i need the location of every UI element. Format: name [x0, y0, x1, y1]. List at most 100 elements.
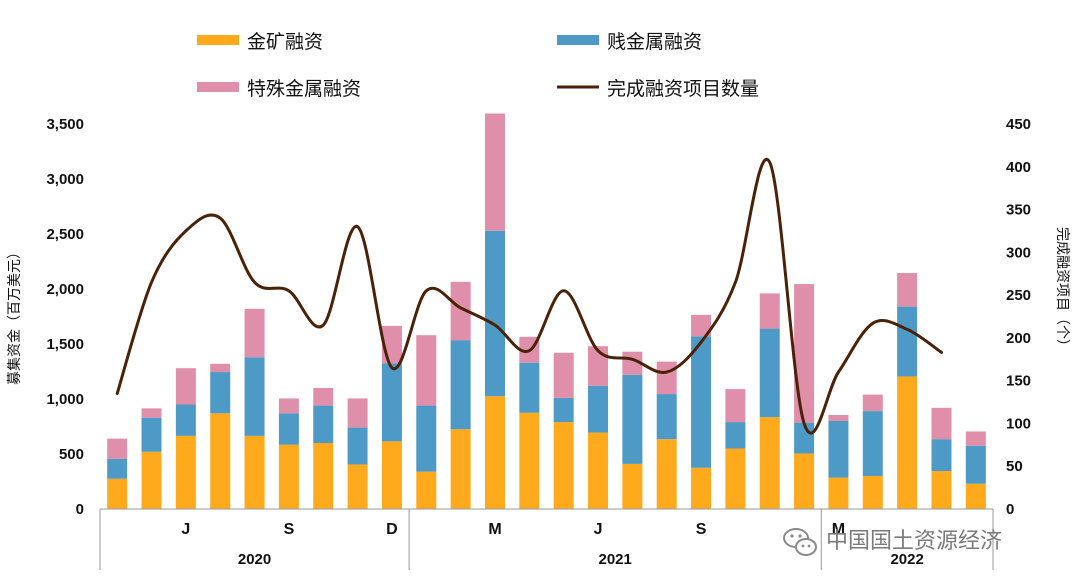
- y-tick-label: 0: [76, 501, 84, 518]
- bar-special-metals: [347, 398, 368, 428]
- bar-special-metals: [725, 389, 746, 423]
- y2-tick-label: 450: [1006, 116, 1031, 133]
- bar-base-metals: [691, 336, 712, 468]
- y-axis-title: 募集资金（百万美元）: [6, 245, 23, 385]
- y2-axis-ticks: 0 50 100 150 200 250 300 350 400 450: [1006, 116, 1031, 518]
- bar-special-metals: [484, 113, 505, 231]
- y-tick-label: 2,500: [46, 226, 84, 243]
- bar-gold: [588, 432, 609, 509]
- bar-base-metals: [794, 422, 815, 454]
- bar-base-metals: [416, 405, 437, 472]
- x-year-label: 2021: [599, 551, 632, 568]
- bar-base-metals: [519, 362, 540, 413]
- bar-special-metals: [553, 352, 574, 398]
- y2-tick-label: 100: [1006, 415, 1031, 432]
- x-axis: J S D M J S M 2020 2021 2022: [99, 508, 994, 570]
- bar-base-metals: [107, 458, 128, 479]
- bar-gold: [107, 478, 128, 509]
- y2-tick-label: 400: [1006, 159, 1031, 176]
- bar-base-metals: [484, 230, 505, 397]
- y-tick-label: 3,500: [46, 116, 84, 133]
- bar-gold: [828, 477, 849, 509]
- bar-base-metals: [141, 417, 162, 452]
- y2-tick-label: 0: [1006, 501, 1014, 518]
- bar-gold: [931, 471, 952, 509]
- bar-base-metals: [244, 357, 265, 436]
- x-month-label: J: [181, 521, 190, 538]
- x-month-label: M: [488, 521, 501, 538]
- bar-special-metals: [862, 394, 883, 412]
- bar-gold: [519, 412, 540, 509]
- x-year-label: 2020: [238, 551, 271, 568]
- bar-base-metals: [931, 439, 952, 472]
- bar-gold: [897, 376, 918, 509]
- bar-special-metals: [416, 335, 437, 406]
- y2-tick-label: 150: [1006, 373, 1031, 390]
- x-month-label: M: [832, 521, 845, 538]
- bar-gold: [965, 483, 986, 509]
- bar-gold: [313, 443, 334, 509]
- bar-base-metals: [759, 328, 780, 418]
- bar-special-metals: [931, 407, 952, 440]
- bar-special-metals: [828, 414, 849, 421]
- bar-special-metals: [244, 308, 265, 358]
- y2-tick-label: 300: [1006, 244, 1031, 261]
- legend-label-gold: 金矿融资: [247, 31, 323, 53]
- y-axis-ticks: 0 500 1,000 1,500 2,000 2,500 3,000 3,500: [46, 116, 84, 518]
- bar-base-metals: [862, 411, 883, 476]
- wechat-icon: [783, 528, 817, 556]
- y2-tick-label: 50: [1006, 458, 1023, 475]
- bar-special-metals: [107, 438, 128, 459]
- bar-special-metals: [141, 408, 162, 418]
- bar-base-metals: [828, 421, 849, 478]
- bar-base-metals: [725, 422, 746, 449]
- bar-special-metals: [313, 388, 334, 406]
- bar-special-metals: [897, 273, 918, 307]
- x-month-label: D: [386, 521, 398, 538]
- x-year-label: 2022: [890, 551, 923, 568]
- legend-swatch-gold: [197, 35, 239, 45]
- bar-base-metals: [278, 413, 299, 445]
- bar-base-metals: [656, 394, 677, 440]
- bar-special-metals: [965, 431, 986, 446]
- bar-special-metals: [691, 314, 712, 337]
- bar-gold: [175, 435, 196, 509]
- legend-swatch-special-metals: [197, 82, 239, 92]
- legend: 金矿融资 贱金属融资 特殊金属融资 完成融资项目数量: [197, 31, 759, 100]
- bar-base-metals: [897, 306, 918, 377]
- project-count-line: [115, 157, 943, 435]
- bar-gold: [622, 463, 643, 509]
- y-tick-label: 2,000: [46, 281, 84, 298]
- bar-base-metals: [588, 385, 609, 433]
- bar-special-metals: [656, 361, 677, 395]
- bar-special-metals: [450, 281, 471, 341]
- watermark-text: 中国国土资源经济: [826, 529, 1002, 554]
- bars: [107, 113, 986, 509]
- bar-gold: [381, 441, 402, 509]
- legend-swatch-base-metals: [557, 35, 599, 45]
- bar-gold: [794, 453, 815, 509]
- y-tick-label: 1,000: [46, 391, 84, 408]
- bar-base-metals: [381, 363, 402, 442]
- bar-base-metals: [553, 397, 574, 423]
- y-tick-label: 1,500: [46, 336, 84, 353]
- bar-special-metals: [210, 363, 231, 373]
- watermark: 中国国土资源经济: [783, 528, 1002, 556]
- bar-gold: [862, 476, 883, 509]
- bar-special-metals: [278, 398, 299, 414]
- bar-gold: [553, 422, 574, 509]
- bar-base-metals: [622, 374, 643, 464]
- bar-gold: [347, 464, 368, 509]
- x-month-label: J: [594, 521, 603, 538]
- y2-tick-label: 200: [1006, 330, 1031, 347]
- legend-label-project-count: 完成融资项目数量: [607, 78, 759, 100]
- y-tick-label: 3,000: [46, 171, 84, 188]
- bar-gold: [244, 435, 265, 509]
- bar-base-metals: [965, 445, 986, 484]
- y-tick-label: 500: [59, 446, 84, 463]
- y2-axis-title: 完成融资项目（个）: [1054, 227, 1070, 353]
- bar-gold: [656, 439, 677, 509]
- bar-gold: [416, 471, 437, 509]
- bar-gold: [759, 417, 780, 509]
